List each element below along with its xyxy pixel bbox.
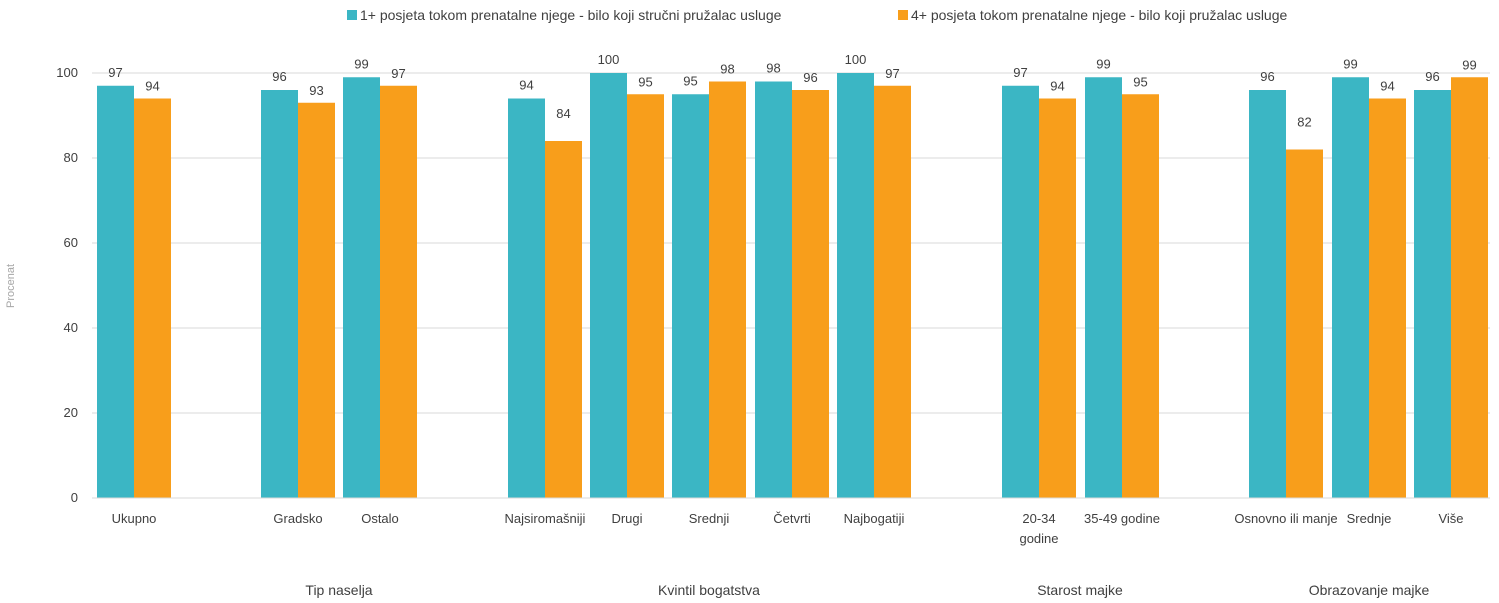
value-label-series-2-8: 94 xyxy=(1050,79,1064,94)
bar-series-1-4 xyxy=(590,73,627,498)
x-tick-label-3-line-0: Najsiromašniji xyxy=(505,511,586,526)
value-label-series-1-10: 96 xyxy=(1260,69,1274,84)
y-tick-label-60: 60 xyxy=(64,235,78,250)
group-label-1: Kvintil bogatstva xyxy=(658,582,760,598)
bar-series-2-9 xyxy=(1122,94,1159,498)
bar-series-2-10 xyxy=(1286,149,1323,498)
value-label-series-1-11: 99 xyxy=(1343,56,1357,71)
x-tick-label-6-line-0: Četvrti xyxy=(773,511,811,526)
value-label-series-1-6: 98 xyxy=(766,61,780,76)
bar-series-2-5 xyxy=(709,81,746,498)
bar-series-1-12 xyxy=(1414,90,1451,498)
bar-series-2-12 xyxy=(1451,77,1488,498)
value-label-series-1-0: 97 xyxy=(108,65,122,80)
group-label-3: Obrazovanje majke xyxy=(1309,582,1430,598)
value-label-series-2-11: 94 xyxy=(1380,79,1394,94)
bar-series-1-11 xyxy=(1332,77,1369,498)
bar-series-2-1 xyxy=(298,102,335,498)
bar-series-2-4 xyxy=(627,94,664,498)
bar-series-1-7 xyxy=(837,73,874,498)
bar-series-2-8 xyxy=(1039,98,1076,498)
value-label-series-1-8: 97 xyxy=(1013,65,1027,80)
value-label-series-2-12: 99 xyxy=(1462,57,1476,72)
value-label-series-2-0: 94 xyxy=(145,79,159,94)
y-tick-label-80: 80 xyxy=(64,150,78,165)
bar-series-1-8 xyxy=(1002,85,1039,498)
x-tick-label-1-line-0: Gradsko xyxy=(273,511,322,526)
bar-series-2-7 xyxy=(874,85,911,498)
bar-series-1-0 xyxy=(97,85,134,498)
bar-series-1-10 xyxy=(1249,90,1286,498)
bar-series-1-5 xyxy=(672,94,709,498)
value-label-series-2-2: 97 xyxy=(391,66,405,81)
x-tick-label-0-line-0: Ukupno xyxy=(112,511,157,526)
bar-series-2-11 xyxy=(1369,98,1406,498)
value-label-series-1-4: 100 xyxy=(598,52,620,67)
bar-series-2-3 xyxy=(545,141,582,498)
x-tick-label-10-line-0: Osnovno ili manje xyxy=(1234,511,1337,526)
x-tick-label-8-line-1: godine xyxy=(1019,531,1058,546)
x-tick-label-11-line-0: Srednje xyxy=(1347,511,1392,526)
x-tick-label-7-line-0: Najbogatiji xyxy=(844,511,905,526)
bar-series-1-2 xyxy=(343,77,380,498)
bar-series-1-9 xyxy=(1085,77,1122,498)
y-tick-label-0: 0 xyxy=(71,490,78,505)
bar-series-1-1 xyxy=(261,90,298,498)
value-label-series-2-3: 84 xyxy=(556,106,570,121)
bar-series-2-6 xyxy=(792,90,829,498)
value-label-series-1-1: 96 xyxy=(272,69,286,84)
value-label-series-2-5: 98 xyxy=(720,62,734,77)
bar-series-1-6 xyxy=(755,81,792,498)
value-label-series-2-6: 96 xyxy=(803,70,817,85)
y-axis-label: Procenat xyxy=(5,264,17,308)
value-label-series-1-3: 94 xyxy=(519,78,533,93)
bar-series-2-2 xyxy=(380,85,417,498)
x-tick-label-4-line-0: Drugi xyxy=(611,511,642,526)
x-tick-label-12-line-0: Više xyxy=(1438,511,1463,526)
value-label-series-1-7: 100 xyxy=(845,52,867,67)
value-label-series-2-4: 95 xyxy=(638,74,652,89)
x-tick-label-8-line-0: 20-34 xyxy=(1022,511,1055,526)
y-tick-label-100: 100 xyxy=(56,65,78,80)
value-label-series-2-10: 82 xyxy=(1297,115,1311,130)
value-label-series-1-5: 95 xyxy=(683,73,697,88)
x-tick-label-9-line-0: 35-49 godine xyxy=(1084,511,1160,526)
value-label-series-1-2: 99 xyxy=(354,56,368,71)
x-tick-label-5-line-0: Srednji xyxy=(689,511,730,526)
value-label-series-2-9: 95 xyxy=(1133,74,1147,89)
x-tick-label-2-line-0: Ostalo xyxy=(361,511,399,526)
value-label-series-2-7: 97 xyxy=(885,66,899,81)
group-label-2: Starost majke xyxy=(1037,582,1123,598)
y-tick-label-20: 20 xyxy=(64,405,78,420)
bar-series-1-3 xyxy=(508,98,545,498)
value-label-series-1-12: 96 xyxy=(1425,69,1439,84)
group-label-0: Tip naselja xyxy=(305,582,372,598)
bar-series-2-0 xyxy=(134,98,171,498)
value-label-series-2-1: 93 xyxy=(309,83,323,98)
y-tick-label-40: 40 xyxy=(64,320,78,335)
value-label-series-1-9: 99 xyxy=(1096,56,1110,71)
